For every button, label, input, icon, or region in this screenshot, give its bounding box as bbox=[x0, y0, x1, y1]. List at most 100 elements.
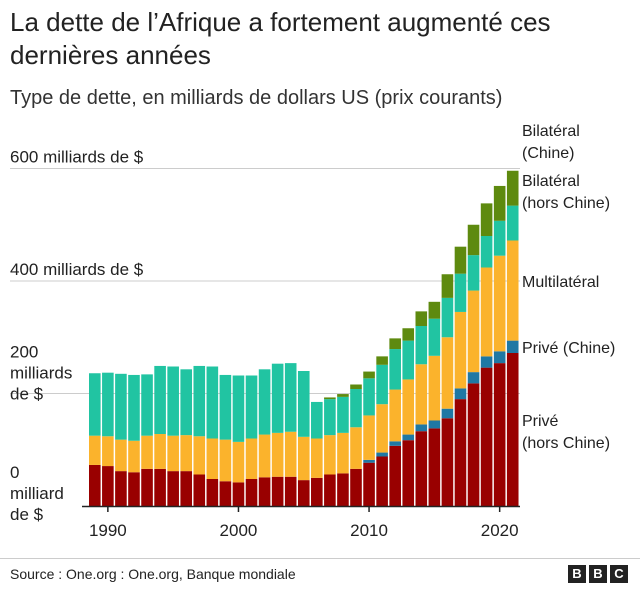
bar-segment-prive_chine bbox=[480, 356, 493, 368]
bar-stack-2008 bbox=[337, 394, 349, 506]
bar-segment-prive_hors_chine bbox=[258, 477, 271, 506]
bar-segment-prive_chine bbox=[441, 408, 454, 419]
bar-segment-multilateral bbox=[350, 427, 362, 469]
bar-stack-2013 bbox=[402, 328, 415, 506]
bar-segment-bilateral_hors_chine bbox=[454, 273, 467, 312]
bar-segment-bilateral_hors_chine bbox=[389, 349, 401, 390]
bar-segment-prive_hors_chine bbox=[180, 471, 193, 506]
bar-stack-2004 bbox=[284, 363, 297, 506]
x-tick-label: 2000 bbox=[220, 521, 258, 540]
bar-segment-bilateral_chine bbox=[428, 301, 441, 319]
bar-segment-multilateral bbox=[154, 434, 166, 469]
bar-segment-multilateral bbox=[415, 364, 428, 425]
bar-segment-multilateral bbox=[311, 438, 323, 478]
bar-segment-multilateral bbox=[428, 355, 441, 421]
bar-segment-bilateral_chine bbox=[493, 185, 506, 221]
bar-segment-bilateral_hors_chine bbox=[376, 364, 388, 405]
bar-segment-bilateral_hors_chine bbox=[245, 375, 258, 439]
chart-subtitle: Type de dette, en milliards de dollars U… bbox=[10, 87, 503, 109]
bar-stack-2005 bbox=[297, 371, 310, 506]
bar-segment-multilateral bbox=[506, 240, 519, 341]
bar-segment-bilateral_hors_chine bbox=[219, 374, 232, 440]
bar-segment-prive_hors_chine bbox=[271, 476, 284, 506]
bar-segment-bilateral_hors_chine bbox=[324, 399, 336, 436]
bar-segment-multilateral bbox=[180, 435, 193, 472]
bar-stack-1997 bbox=[193, 365, 206, 506]
bar-segment-prive_hors_chine bbox=[441, 418, 454, 506]
bar-segment-prive_hors_chine bbox=[454, 399, 467, 506]
bar-segment-prive_chine bbox=[402, 434, 415, 441]
bar-segment-prive_hors_chine bbox=[232, 482, 245, 506]
bar-segment-bilateral_chine bbox=[363, 371, 375, 379]
bar-segment-prive_chine bbox=[389, 441, 401, 446]
bar-stack-1998 bbox=[206, 366, 219, 506]
bar-stack-2001 bbox=[245, 375, 258, 506]
bar-stack-2012 bbox=[389, 338, 401, 506]
bar-segment-prive_hors_chine bbox=[324, 474, 336, 506]
bar-stack-2014 bbox=[415, 311, 428, 506]
bar-segment-multilateral bbox=[324, 435, 336, 475]
bar-stack-2018 bbox=[467, 224, 480, 506]
bar-segment-prive_chine bbox=[415, 424, 428, 432]
x-axis: 1990 2000 2010 2020 bbox=[82, 505, 520, 540]
bar-segment-multilateral bbox=[337, 432, 349, 474]
bar-segment-multilateral bbox=[141, 435, 153, 469]
bar-segment-bilateral_chine bbox=[402, 328, 415, 341]
bar-segment-prive_hors_chine bbox=[311, 477, 323, 506]
bar-segment-prive_hors_chine bbox=[506, 353, 519, 506]
bar-segment-multilateral bbox=[389, 389, 401, 442]
bar-segment-prive_hors_chine bbox=[493, 363, 506, 506]
stacked-bar-chart: 0 milliard de $ 200 milliards de $ 400 milliar… bbox=[10, 123, 615, 540]
bar-segment-prive_hors_chine bbox=[402, 440, 415, 506]
bar-segment-prive_hors_chine bbox=[245, 479, 258, 506]
bar-segment-bilateral_hors_chine bbox=[428, 318, 441, 356]
bar-segment-bilateral_chine bbox=[480, 203, 493, 236]
bar-segment-multilateral bbox=[402, 379, 415, 435]
bar-segment-prive_chine bbox=[506, 340, 519, 353]
bar-segment-bilateral_hors_chine bbox=[467, 255, 480, 291]
bar-segment-bilateral_hors_chine bbox=[141, 374, 153, 436]
bar-stack-2009 bbox=[350, 384, 362, 506]
bar-segment-multilateral bbox=[102, 436, 114, 467]
bar-segment-bilateral_hors_chine bbox=[167, 366, 179, 436]
bar-segment-bilateral_hors_chine bbox=[193, 365, 206, 437]
legend-label-bilateral_hors_chine: Bilatéral (hors Chine) bbox=[522, 173, 610, 212]
bar-stack-2006 bbox=[311, 401, 323, 506]
bar-segment-prive_hors_chine bbox=[297, 480, 310, 506]
bar-segment-prive_hors_chine bbox=[363, 462, 375, 506]
bar-segment-bilateral_hors_chine bbox=[115, 373, 127, 440]
legend: Privé (hors Chine) Privé (Chine) Multilatér… bbox=[522, 123, 615, 452]
y-tick-label: 200 milliards de $ bbox=[10, 343, 72, 404]
bar-segment-multilateral bbox=[206, 438, 219, 479]
bar-segment-prive_hors_chine bbox=[193, 474, 206, 506]
bar-segment-bilateral_hors_chine bbox=[258, 369, 271, 435]
bar-stack-2016 bbox=[441, 274, 454, 506]
bar-segment-multilateral bbox=[493, 255, 506, 352]
bar-segment-bilateral_chine bbox=[467, 224, 480, 256]
bar-segment-prive_chine bbox=[467, 372, 480, 384]
bar-segment-prive_hors_chine bbox=[480, 367, 493, 506]
x-tick-label: 2010 bbox=[350, 521, 388, 540]
legend-label-bilateral_chine: Bilatéral (Chine) bbox=[522, 123, 580, 162]
bar-segment-bilateral_hors_chine bbox=[180, 369, 193, 436]
bar-segment-multilateral bbox=[245, 438, 258, 479]
bar-segment-prive_hors_chine bbox=[141, 468, 153, 506]
bar-segment-bilateral_chine bbox=[324, 397, 336, 400]
bar-segment-multilateral bbox=[441, 337, 454, 409]
bar-segment-bilateral_chine bbox=[389, 338, 401, 350]
bar-segment-prive_hors_chine bbox=[115, 471, 127, 506]
bar-stack-1991 bbox=[115, 373, 127, 506]
bar-segment-prive_chine bbox=[376, 452, 388, 457]
x-tick-label: 1990 bbox=[89, 521, 127, 540]
y-tick-label: 0 milliard de $ bbox=[10, 463, 64, 524]
bar-segment-prive_hors_chine bbox=[415, 431, 428, 506]
bar-stack-2021 bbox=[506, 170, 519, 506]
bar-segment-multilateral bbox=[258, 434, 271, 478]
bar-segment-bilateral_chine bbox=[441, 274, 454, 298]
bar-segment-multilateral bbox=[193, 436, 206, 475]
bar-segment-bilateral_hors_chine bbox=[480, 236, 493, 268]
bar-segment-multilateral bbox=[128, 440, 140, 473]
bar-stack-2017 bbox=[454, 246, 467, 506]
bar-stack-2007 bbox=[324, 397, 336, 506]
bar-segment-prive_hors_chine bbox=[219, 481, 232, 506]
